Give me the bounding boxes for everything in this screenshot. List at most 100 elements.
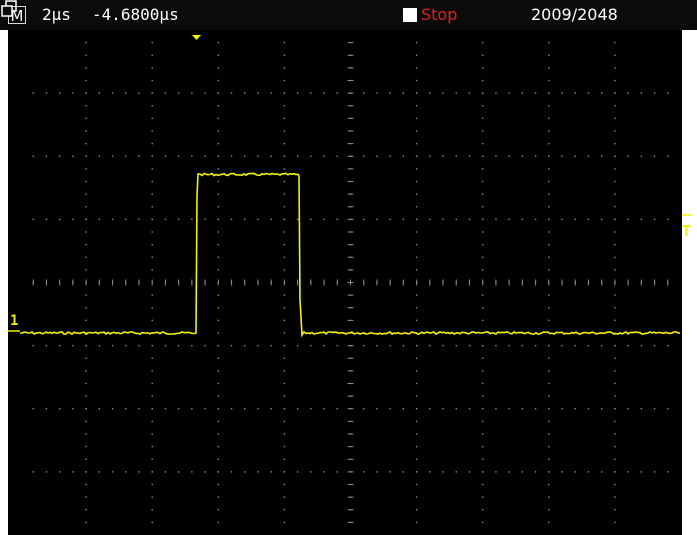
graticule-dot: [614, 243, 616, 246]
graticule-dot: [217, 243, 219, 246]
graticule-dot: [402, 155, 405, 157]
graticule-dot: [85, 382, 87, 385]
graticule-dot: [667, 218, 669, 221]
graticule-dot: [85, 142, 87, 145]
graticule-dot: [561, 471, 563, 473]
graticule-dot: [85, 458, 87, 460]
graticule-dot: [482, 319, 484, 322]
graticule-dot: [217, 67, 219, 69]
graticule-dot: [640, 408, 643, 410]
graticule-dot: [363, 218, 365, 221]
graticule-dot: [548, 357, 550, 359]
graticule-dot: [667, 471, 669, 473]
graticule-dot: [217, 382, 219, 385]
waveform-screen[interactable]: [8, 30, 682, 535]
graticule-dot: [283, 471, 286, 473]
graticule-dot: [32, 408, 34, 410]
graticule-dot: [587, 408, 590, 410]
graticule-dot: [482, 420, 484, 423]
graticule-dot: [283, 67, 286, 69]
graticule-dot: [508, 92, 510, 94]
graticule-dot: [521, 471, 524, 473]
graticule-dot: [389, 155, 391, 157]
graticule-dot: [217, 92, 219, 94]
graticule-dot: [614, 408, 616, 410]
graticule-dot: [85, 370, 87, 372]
graticule-dot: [415, 458, 418, 460]
graticule-dot: [482, 382, 484, 385]
graticule-dot: [415, 307, 418, 309]
graticule-dot: [85, 483, 87, 486]
graticule-dot: [415, 41, 418, 44]
graticule-dot: [111, 408, 114, 410]
graticule-dot: [244, 92, 246, 94]
graticule-dot: [389, 408, 391, 410]
graticule-dot: [191, 408, 193, 410]
graticule-dot: [204, 218, 206, 221]
graticule-dot: [415, 117, 418, 120]
timebase-readout[interactable]: 2µs: [42, 5, 71, 24]
graticule-dot: [177, 471, 180, 473]
graticule-dot: [32, 155, 34, 157]
graticule-dot: [614, 458, 616, 460]
graticule-dot: [72, 155, 74, 157]
graticule-dot: [283, 142, 286, 145]
graticule-dot: [230, 155, 233, 157]
graticule-dot: [600, 471, 603, 473]
graticule-dot: [217, 142, 219, 145]
graticule-dot: [482, 92, 484, 94]
graticule-dot: [85, 231, 87, 233]
graticule-dot: [244, 155, 246, 157]
graticule-dot: [257, 155, 259, 157]
graticule-dot: [151, 433, 153, 435]
graticule-dot: [415, 256, 418, 258]
graticule-dot: [217, 269, 219, 271]
graticule-dot: [468, 155, 471, 157]
graticule-dot: [614, 218, 616, 221]
graticule-dot: [270, 92, 272, 94]
horizontal-position-readout[interactable]: -4.6800µs: [92, 5, 179, 24]
graticule-dot: [561, 218, 563, 221]
graticule-dot: [217, 206, 219, 208]
graticule-dot: [495, 471, 497, 473]
graticule-dot: [482, 54, 484, 56]
graticule-dot: [653, 408, 656, 410]
graticule-dot: [600, 155, 603, 157]
graticule-dot: [125, 218, 127, 221]
graticule-dot: [614, 105, 616, 107]
graticule-dot: [138, 92, 140, 94]
graticule-dot: [402, 218, 405, 221]
graticule-dot: [561, 92, 563, 94]
graticule-dot: [151, 294, 153, 296]
graticule-dot: [640, 155, 643, 157]
graticule-dot: [548, 433, 550, 435]
graticule-dot: [204, 471, 206, 473]
graticule-dot: [468, 344, 471, 347]
graticule-dot: [296, 218, 299, 221]
graticule-dot: [389, 92, 391, 94]
run-state-label[interactable]: Stop: [421, 5, 458, 24]
graticule-dot: [482, 294, 484, 296]
graticule-dot: [415, 218, 418, 221]
graticule-dot: [85, 294, 87, 296]
graticule-dot: [415, 382, 418, 385]
graticule-dot: [548, 206, 550, 208]
graticule-dot: [482, 307, 484, 309]
graticule-dot: [548, 155, 550, 157]
graticule-dot: [125, 471, 127, 473]
graticule-dot: [270, 344, 272, 347]
graticule-dot: [72, 218, 74, 221]
graticule-dot: [614, 206, 616, 208]
graticule-dot: [548, 420, 550, 423]
graticule-dot: [482, 458, 484, 460]
graticule-dot: [217, 79, 219, 82]
graticule-dot: [561, 408, 563, 410]
graticule-dot: [548, 180, 550, 183]
graticule-dot: [667, 155, 669, 157]
graticule-dot: [111, 92, 114, 94]
graticule-dot: [614, 41, 616, 44]
graticule-dot: [548, 319, 550, 322]
graticule-dot: [217, 117, 219, 120]
graticule-dot: [415, 408, 418, 410]
graticule-dot: [151, 382, 153, 385]
